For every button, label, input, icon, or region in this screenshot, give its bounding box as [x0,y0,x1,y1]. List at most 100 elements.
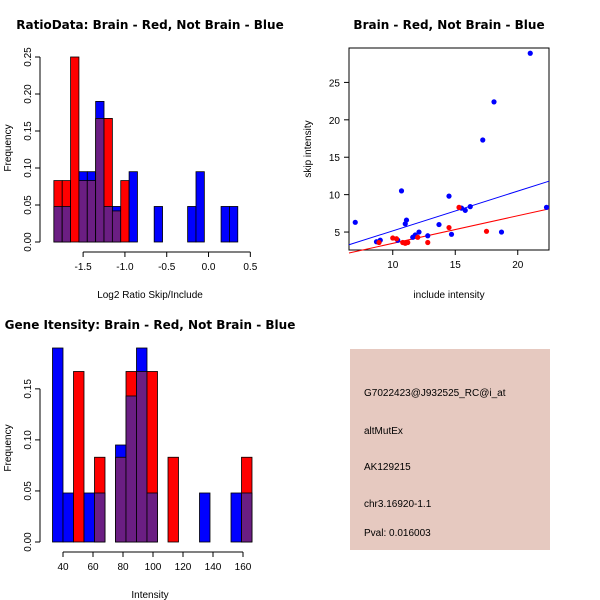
ratio-histogram-title: RatioData: Brain - Red, Not Brain - Blue [16,18,283,32]
gene-histogram-x-tick-label: 160 [235,562,252,573]
gene-histogram-bar-overlap [136,371,148,543]
gene-histogram-x-tick-label: 120 [175,562,192,573]
scatter-y-tick-label: 10 [329,191,341,202]
gene-histogram-x-tick-label: 40 [57,562,69,573]
info-panel: G7022423@J932525_RC@i_at altMutEx AK1292… [350,349,550,550]
ratio-histogram-bar [195,171,205,243]
gene-histogram-ylabel: Frequency [3,424,14,471]
ratio-histogram-x-tick-label: 0.5 [243,262,257,273]
ratio-histogram-y-tick-label: 0.25 [23,47,34,67]
scatter-point-brain [425,239,431,246]
ratio-histogram-y-tick-label: 0.00 [23,232,34,252]
scatter-point-brain [393,236,400,242]
scatter-point-not-brain [403,217,410,223]
ratio-histogram-bar-overlap [53,206,63,243]
ratio-histogram-bar [187,206,197,243]
ratio-histogram-bar-overlap [95,118,105,243]
scatter-fit-line-not-brain [348,180,550,246]
scatter-axes: 10 15 20 5 10 15 20 25 [329,78,524,271]
ratio-histogram-ylabel: Frequency [3,124,14,171]
gene-histogram-bar [73,371,85,543]
scatter-y-tick-label: 20 [329,116,341,127]
gene-histogram-bar-overlap [241,492,253,543]
scatter-ylabel: skip intensity [303,120,314,177]
scatter-point-not-brain [527,50,533,56]
scatter-y-tick-label: 15 [329,153,341,164]
info-panel-background [350,349,550,550]
gene-histogram-bar-overlap [125,395,137,543]
scatter-point-not-brain [398,188,405,194]
scatter-point-brain [376,239,382,246]
scatter-point-not-brain [448,231,455,237]
info-location: chr3.16920-1.1 [364,499,432,510]
gene-histogram-y-tick-label: 0.15 [23,379,34,399]
ratio-histogram-bar [220,206,230,243]
gene-histogram-bar-overlap [115,456,127,543]
ratio-histogram-x-tick-label: -1.5 [74,262,92,273]
scatter-title: Brain - Red, Not Brain - Blue [353,18,544,32]
scatter-y-tick-label: 25 [329,78,341,89]
scatter-point-not-brain [498,229,505,235]
gene-histogram-x-tick-label: 140 [205,562,222,573]
scatter-point-not-brain [462,207,468,213]
ratio-histogram-bar-overlap [78,180,88,243]
ratio-histogram-x-tick-label: -0.5 [158,262,176,273]
scatter-x-tick-label: 15 [450,260,462,271]
ratio-histogram-bar-overlap [103,206,113,243]
gene-histogram-bar [83,492,95,543]
scatter-xlabel: include intensity [413,290,484,301]
scatter-point-not-brain [436,221,442,228]
ratio-histogram-bar [128,171,138,243]
gene-histogram-bar [52,347,64,543]
scatter-point-brain [446,224,452,231]
scatter-x-tick-label: 10 [387,260,399,271]
info-accession: AK129215 [364,462,411,473]
info-event-type: altMutEx [364,426,403,437]
scatter-point-not-brain [491,99,497,105]
gene-histogram-bar [199,492,211,543]
gene-histogram-bar-overlap [94,492,106,543]
scatter-plot-box [348,47,550,251]
ratio-histogram-bar [153,206,163,243]
scatter-point-brain [415,234,421,240]
ratio-histogram-bar [229,206,239,243]
ratio-histogram-y-tick-label: 0.20 [23,84,34,104]
scatter-point-not-brain [446,193,452,199]
scatter-point-brain [483,228,490,234]
scatter-point-not-brain [425,233,431,239]
ratio-histogram-bar-overlap [61,206,71,243]
ratio-histogram-x-tick-label: -1.0 [116,262,134,273]
gene-histogram-x-tick-label: 100 [145,562,162,573]
scatter-y-tick-label: 5 [334,228,340,239]
info-pval: Pval: 0.016003 [364,528,431,539]
gene-histogram-axes: 40 60 80 100 120 140 160 0.00 0.05 0.10 0.15 [23,379,252,573]
ratio-histogram-bar [70,56,80,243]
ratio-histogram-panel: RatioData: Brain - Red, Not Brain - Blue… [3,18,284,301]
scatter-point-not-brain [480,137,486,143]
gene-histogram-x-tick-label: 60 [87,562,99,573]
ratio-histogram-y-tick-label: 0.15 [23,121,34,141]
scatter-point-not-brain [416,229,422,235]
scatter-point-not-brain [543,204,550,210]
gene-histogram-y-tick-label: 0.00 [23,532,34,552]
scatter-x-tick-label: 20 [512,260,524,271]
scatter-fit-lines [348,180,550,254]
ratio-histogram-xlabel: Log2 Ratio Skip/Include [97,290,203,301]
gene-histogram-bar-overlap [146,492,158,543]
scatter-point-not-brain [467,204,473,210]
gene-histogram-title: Gene Itensity: Brain - Red, Not Brain - … [5,318,296,332]
ratio-histogram-bars [53,56,239,243]
gene-histogram-bar [167,456,179,543]
gene-histogram-y-tick-label: 0.05 [23,481,34,501]
gene-histogram-x-tick-label: 80 [117,562,129,573]
ratio-histogram-axes: -1.5 -1.0 -0.5 0.0 0.5 0.00 0.05 0.10 0.15 0.20 0.… [23,47,258,273]
scatter-points [352,50,550,246]
gene-histogram-bar [62,492,74,543]
ratio-histogram-bar [120,180,130,243]
scatter-point-brain [405,239,411,246]
gene-histogram-bars [52,347,253,543]
gene-histogram-panel: Gene Itensity: Brain - Red, Not Brain - … [3,318,295,600]
scatter-panel: Brain - Red, Not Brain - Blue include in… [303,18,550,301]
gene-histogram-xlabel: Intensity [131,590,168,600]
